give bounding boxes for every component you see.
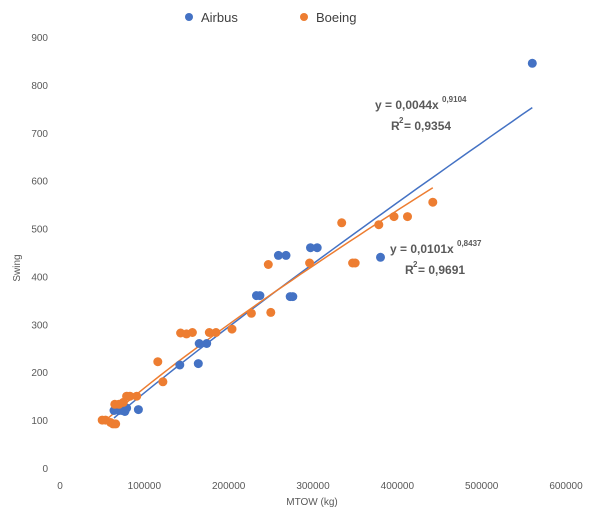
y-tick-label: 0 xyxy=(42,464,48,475)
boeing-point xyxy=(187,328,197,337)
boeing-point xyxy=(389,212,399,222)
x-tick-label: 0 xyxy=(57,481,63,492)
y-tick-label: 800 xyxy=(31,81,48,92)
legend: Airbus Boeing xyxy=(185,10,356,25)
boeing-point xyxy=(428,197,438,207)
boeing-point xyxy=(263,260,273,269)
data-points xyxy=(97,58,537,429)
airbus-point xyxy=(194,339,204,348)
airbus-point xyxy=(527,58,537,68)
boeing-point xyxy=(350,258,360,268)
airbus-r2-value: = 0,9354 xyxy=(404,119,451,133)
boeing-r2-label: R xyxy=(405,263,414,277)
boeing-point xyxy=(125,391,135,401)
airbus-point xyxy=(312,243,322,253)
x-tick-label: 400000 xyxy=(381,481,415,492)
boeing-point xyxy=(374,220,384,230)
airbus-point xyxy=(273,250,283,260)
y-axis-title: Swing xyxy=(12,254,23,281)
y-tick-label: 400 xyxy=(31,272,48,283)
y-tick-label: 200 xyxy=(31,368,48,379)
boeing-point xyxy=(158,377,168,387)
y-tick-label: 500 xyxy=(31,225,48,236)
airbus-point xyxy=(202,339,212,348)
boeing-equation-text: y = 0,0101x xyxy=(390,242,454,256)
boeing-point xyxy=(305,258,315,268)
x-tick-label: 500000 xyxy=(465,481,499,492)
boeing-equation-exponent: 0,8437 xyxy=(457,239,482,248)
legend-label-airbus: Airbus xyxy=(201,10,238,25)
y-tick-label: 300 xyxy=(31,320,48,331)
y-tick-label: 600 xyxy=(31,177,48,188)
airbus-point xyxy=(306,243,315,253)
x-tick-labels: 0 100000 200000 300000 400000 500000 600000 xyxy=(57,481,583,492)
x-tick-label: 600000 xyxy=(549,481,583,492)
legend-marker-airbus xyxy=(185,13,193,21)
boeing-point xyxy=(266,307,276,317)
y-tick-label: 900 xyxy=(31,33,48,44)
boeing-point xyxy=(153,357,163,367)
legend-label-boeing: Boeing xyxy=(316,10,356,25)
x-tick-label: 300000 xyxy=(296,481,330,492)
x-tick-label: 100000 xyxy=(128,481,162,492)
airbus-point xyxy=(376,252,385,262)
boeing-point xyxy=(246,308,256,318)
y-tick-labels: 0 100 200 300 400 500 600 700 800 900 xyxy=(31,33,48,475)
boeing-point xyxy=(227,324,237,334)
boeing-point xyxy=(403,212,412,222)
y-tick-label: 700 xyxy=(31,129,48,140)
airbus-point xyxy=(133,405,143,415)
boeing-point xyxy=(337,218,347,228)
boeing-point xyxy=(204,328,214,337)
boeing-r2-superscript: 2 xyxy=(413,260,418,269)
boeing-r2-value: = 0,9691 xyxy=(418,263,465,277)
airbus-equation-text: y = 0,0044x xyxy=(375,98,439,112)
boeing-point xyxy=(111,419,121,429)
airbus-equation-exponent: 0,9104 xyxy=(442,95,467,104)
x-axis-title: MTOW (kg) xyxy=(286,497,337,508)
x-tick-label: 200000 xyxy=(212,481,246,492)
airbus-trendline-equation: y = 0,0044x 0,9104 R 2 = 0,9354 xyxy=(375,95,467,133)
airbus-point xyxy=(281,250,291,260)
airbus-r2-label: R xyxy=(391,119,400,133)
boeing-trendline-equation: y = 0,0101x 0,8437 R 2 = 0,9691 xyxy=(390,239,482,277)
airbus-trendline xyxy=(113,106,533,419)
boeing-point xyxy=(211,328,221,337)
airbus-point xyxy=(175,360,185,370)
y-tick-label: 100 xyxy=(31,416,48,427)
legend-marker-boeing xyxy=(300,13,308,21)
boeing-point xyxy=(132,391,142,401)
airbus-point xyxy=(193,359,203,369)
airbus-point xyxy=(288,292,298,302)
airbus-r2-superscript: 2 xyxy=(399,116,404,125)
airbus-point xyxy=(255,291,265,301)
